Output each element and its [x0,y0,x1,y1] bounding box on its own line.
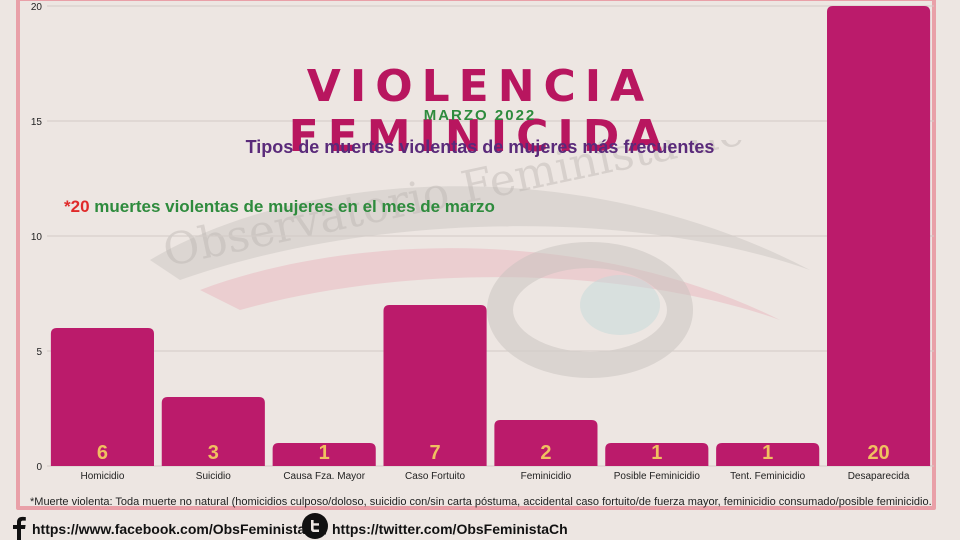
twitter-icon[interactable] [302,513,328,539]
x-tick-labels: Homicidio Suicidio Causa Fza. Mayor Caso Fo… [80,471,909,482]
data-label: 7 [430,442,441,464]
data-label: 2 [540,442,551,464]
twitter-link[interactable]: https://twitter.com/ObsFeministaCh [332,521,568,537]
bar [161,397,265,466]
x-tick-label: Tent. Feminicidio [730,471,805,482]
x-tick-label: Causa Fza. Mayor [283,471,365,482]
x-tick-label: Desaparecida [848,471,910,482]
footnote: *Muerte violenta: Toda muerte no natural… [30,496,932,508]
data-label: 1 [319,442,330,464]
bar [383,305,487,466]
page-frame [16,0,936,510]
y-tick-label: 20 [31,2,43,13]
y-tick-label: 5 [36,347,42,358]
data-label: 20 [867,442,889,464]
data-label: 3 [208,442,219,464]
social-links: https://www.facebook.com/ObsFeministaCh/… [0,512,960,540]
facebook-link[interactable]: https://www.facebook.com/ObsFeministaCh/ [32,521,328,537]
x-tick-label: Suicidio [196,471,231,482]
facebook-icon[interactable] [6,514,32,540]
chart-heading: Tipos de muertes violentas de mujeres má… [245,137,715,157]
total-count: *20 [64,197,90,216]
data-labels: 6 3 1 7 2 1 1 20 [97,442,890,464]
watermark-eye-logo: Observatorio Feminista de Chiapas [150,140,840,378]
bars [50,6,931,466]
y-tick-label: 10 [31,232,43,243]
bar [827,6,931,466]
data-label: 1 [762,442,773,464]
y-tick-label: 0 [36,462,42,473]
bar [716,443,820,466]
chart-title: VIOLENCIA FEMINICIDA [288,61,672,162]
x-tick-label: Homicidio [80,471,124,482]
total-note: *20 muertes violentas de mujeres en el m… [64,196,495,218]
x-tick-label: Caso Fortuito [405,471,465,482]
bar [494,420,598,466]
y-tick-label: 15 [31,117,43,128]
y-tick-labels: 0 5 10 15 20 [31,2,43,473]
chart-subtitle: MARZO 2022 [423,107,537,124]
bar [605,443,709,466]
bar [50,328,154,466]
bar [272,443,376,466]
x-tick-label: Posible Feminicidio [614,471,701,482]
x-tick-label: Feminicidio [521,471,572,482]
data-label: 1 [651,442,662,464]
data-label: 6 [97,442,108,464]
total-note-text: muertes violentas de mujeres en el mes d… [89,197,495,216]
